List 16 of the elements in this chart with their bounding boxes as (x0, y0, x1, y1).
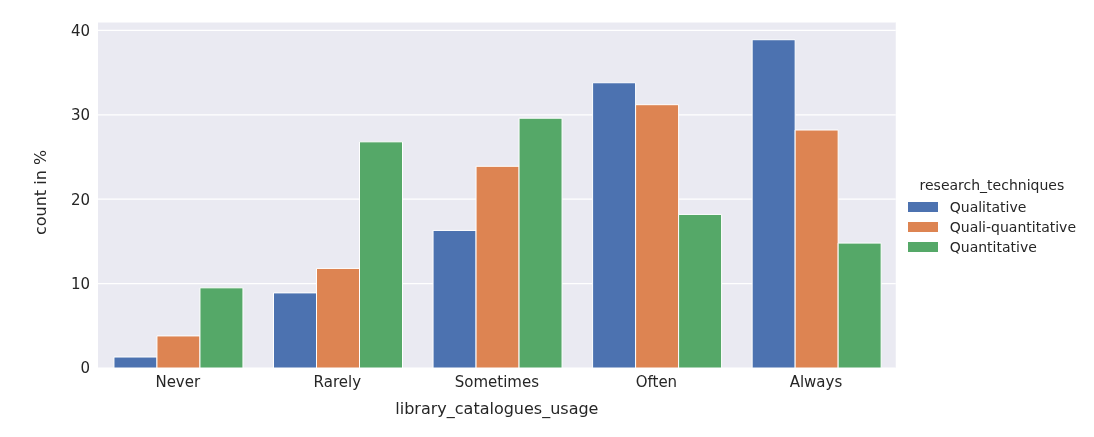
y-tick-label: 10 (70, 274, 90, 293)
legend-label: Quantitative (949, 239, 1037, 255)
x-tick-label: Always (789, 372, 843, 391)
x-axis-title: library_catalogues_usage (395, 399, 599, 419)
y-tick-label: 0 (80, 359, 90, 378)
y-tick-label: 30 (70, 106, 90, 125)
y-axis-title: count in % (30, 149, 50, 235)
x-tick-label: Rarely (313, 372, 362, 391)
y-tick-label: 40 (70, 21, 90, 40)
x-tick-label: Sometimes (454, 372, 540, 391)
legend-label: Qualitative (949, 199, 1027, 215)
x-tick-label: Never (155, 372, 201, 391)
legend-title: research_techniques (918, 177, 1066, 193)
legend-label: Quali-quantitative (949, 219, 1076, 235)
x-tick-label: Often (635, 372, 678, 391)
y-tick-label: 20 (70, 190, 90, 209)
